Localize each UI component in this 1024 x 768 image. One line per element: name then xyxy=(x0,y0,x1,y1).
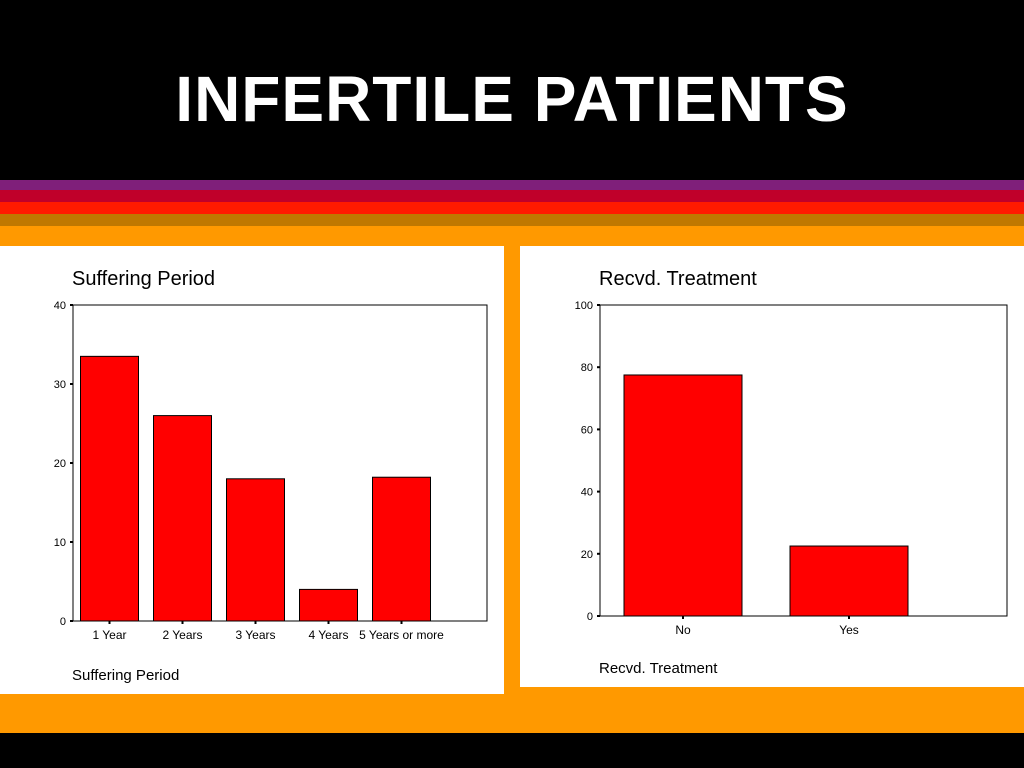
chart-title: Recvd. Treatment xyxy=(599,268,757,290)
x-tick-label: Yes xyxy=(839,623,859,637)
y-tick-label: 40 xyxy=(54,300,66,312)
y-tick-label: 0 xyxy=(60,616,66,628)
chart-recvd-treatment: Recvd. Treatment 0 20 40 60 80 100 No Yes Recvd. … xyxy=(575,268,1008,677)
x-tick-label: 1 Year xyxy=(92,628,126,642)
slide-title: INFERTILE PATIENTS xyxy=(175,63,849,135)
x-tick-label: No xyxy=(675,623,691,637)
bar-5-years-or-more xyxy=(372,476,431,622)
bar-yes xyxy=(789,545,909,617)
bar-1-year xyxy=(80,355,139,622)
y-tick-label: 80 xyxy=(581,362,593,374)
bar-3-years xyxy=(226,478,285,622)
x-tick-label: 2 Years xyxy=(162,628,202,642)
bar-no xyxy=(623,374,743,617)
decorative-stripe-red xyxy=(0,202,1024,214)
chart-panel-recvd-treatment: Recvd. Treatment 0 20 40 60 80 100 No Yes Recvd. … xyxy=(520,246,1024,687)
y-tick-label: 10 xyxy=(54,537,66,549)
y-tick-label: 30 xyxy=(54,379,66,391)
bottom-band xyxy=(0,733,1024,768)
x-axis-label: Suffering Period xyxy=(72,667,179,684)
y-tick-label: 20 xyxy=(581,549,593,561)
decorative-stripe-ochre xyxy=(0,214,1024,226)
chart-panel-suffering-period: Suffering Period 0 10 20 30 40 1 Year 2 Years 3 … xyxy=(0,246,504,694)
y-tick-label: 60 xyxy=(581,424,593,436)
title-band: INFERTILE PATIENTS xyxy=(0,0,1024,180)
chart-suffering-period: Suffering Period 0 10 20 30 40 1 Year 2 Years 3 … xyxy=(54,268,488,684)
x-tick-label: 3 Years xyxy=(235,628,275,642)
y-tick-label: 40 xyxy=(581,487,593,499)
x-axis-label: Recvd. Treatment xyxy=(599,660,718,677)
decorative-stripe-purple xyxy=(0,180,1024,190)
y-tick-label: 0 xyxy=(587,611,593,623)
y-tick-label: 20 xyxy=(54,458,66,470)
x-tick-label: 5 Years or more xyxy=(359,628,444,642)
bar-2-years xyxy=(153,415,212,622)
chart-title: Suffering Period xyxy=(72,268,215,290)
bar-4-years xyxy=(299,588,358,622)
x-tick-label: 4 Years xyxy=(308,628,348,642)
decorative-stripe-crimson xyxy=(0,190,1024,202)
y-tick-label: 100 xyxy=(575,300,593,312)
